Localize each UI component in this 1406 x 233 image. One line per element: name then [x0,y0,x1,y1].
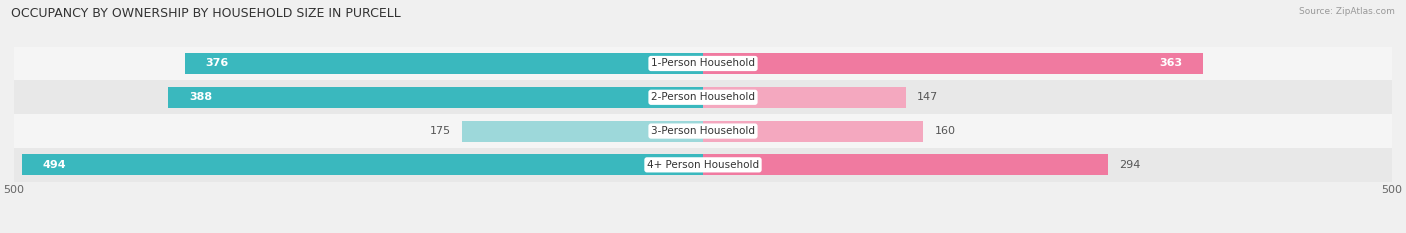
Text: 175: 175 [430,126,451,136]
Text: 363: 363 [1160,58,1182,69]
Text: 3-Person Household: 3-Person Household [651,126,755,136]
Text: Source: ZipAtlas.com: Source: ZipAtlas.com [1299,7,1395,16]
Bar [703,154,1108,175]
Bar [14,114,1392,148]
Bar [703,121,924,141]
Text: 294: 294 [1119,160,1140,170]
Bar [461,121,703,141]
Text: 147: 147 [917,92,938,102]
Text: 160: 160 [935,126,956,136]
Bar [169,87,703,108]
Bar [22,154,703,175]
Bar [703,87,905,108]
Text: OCCUPANCY BY OWNERSHIP BY HOUSEHOLD SIZE IN PURCELL: OCCUPANCY BY OWNERSHIP BY HOUSEHOLD SIZE… [11,7,401,20]
Text: 388: 388 [188,92,212,102]
Bar [186,53,703,74]
Legend: Owner-occupied, Renter-occupied: Owner-occupied, Renter-occupied [586,231,820,233]
Bar [14,80,1392,114]
Bar [703,53,1204,74]
Text: 494: 494 [44,160,66,170]
Text: 376: 376 [205,58,229,69]
Bar [14,47,1392,80]
Text: 4+ Person Household: 4+ Person Household [647,160,759,170]
Text: 2-Person Household: 2-Person Household [651,92,755,102]
Text: 1-Person Household: 1-Person Household [651,58,755,69]
Bar [14,148,1392,182]
